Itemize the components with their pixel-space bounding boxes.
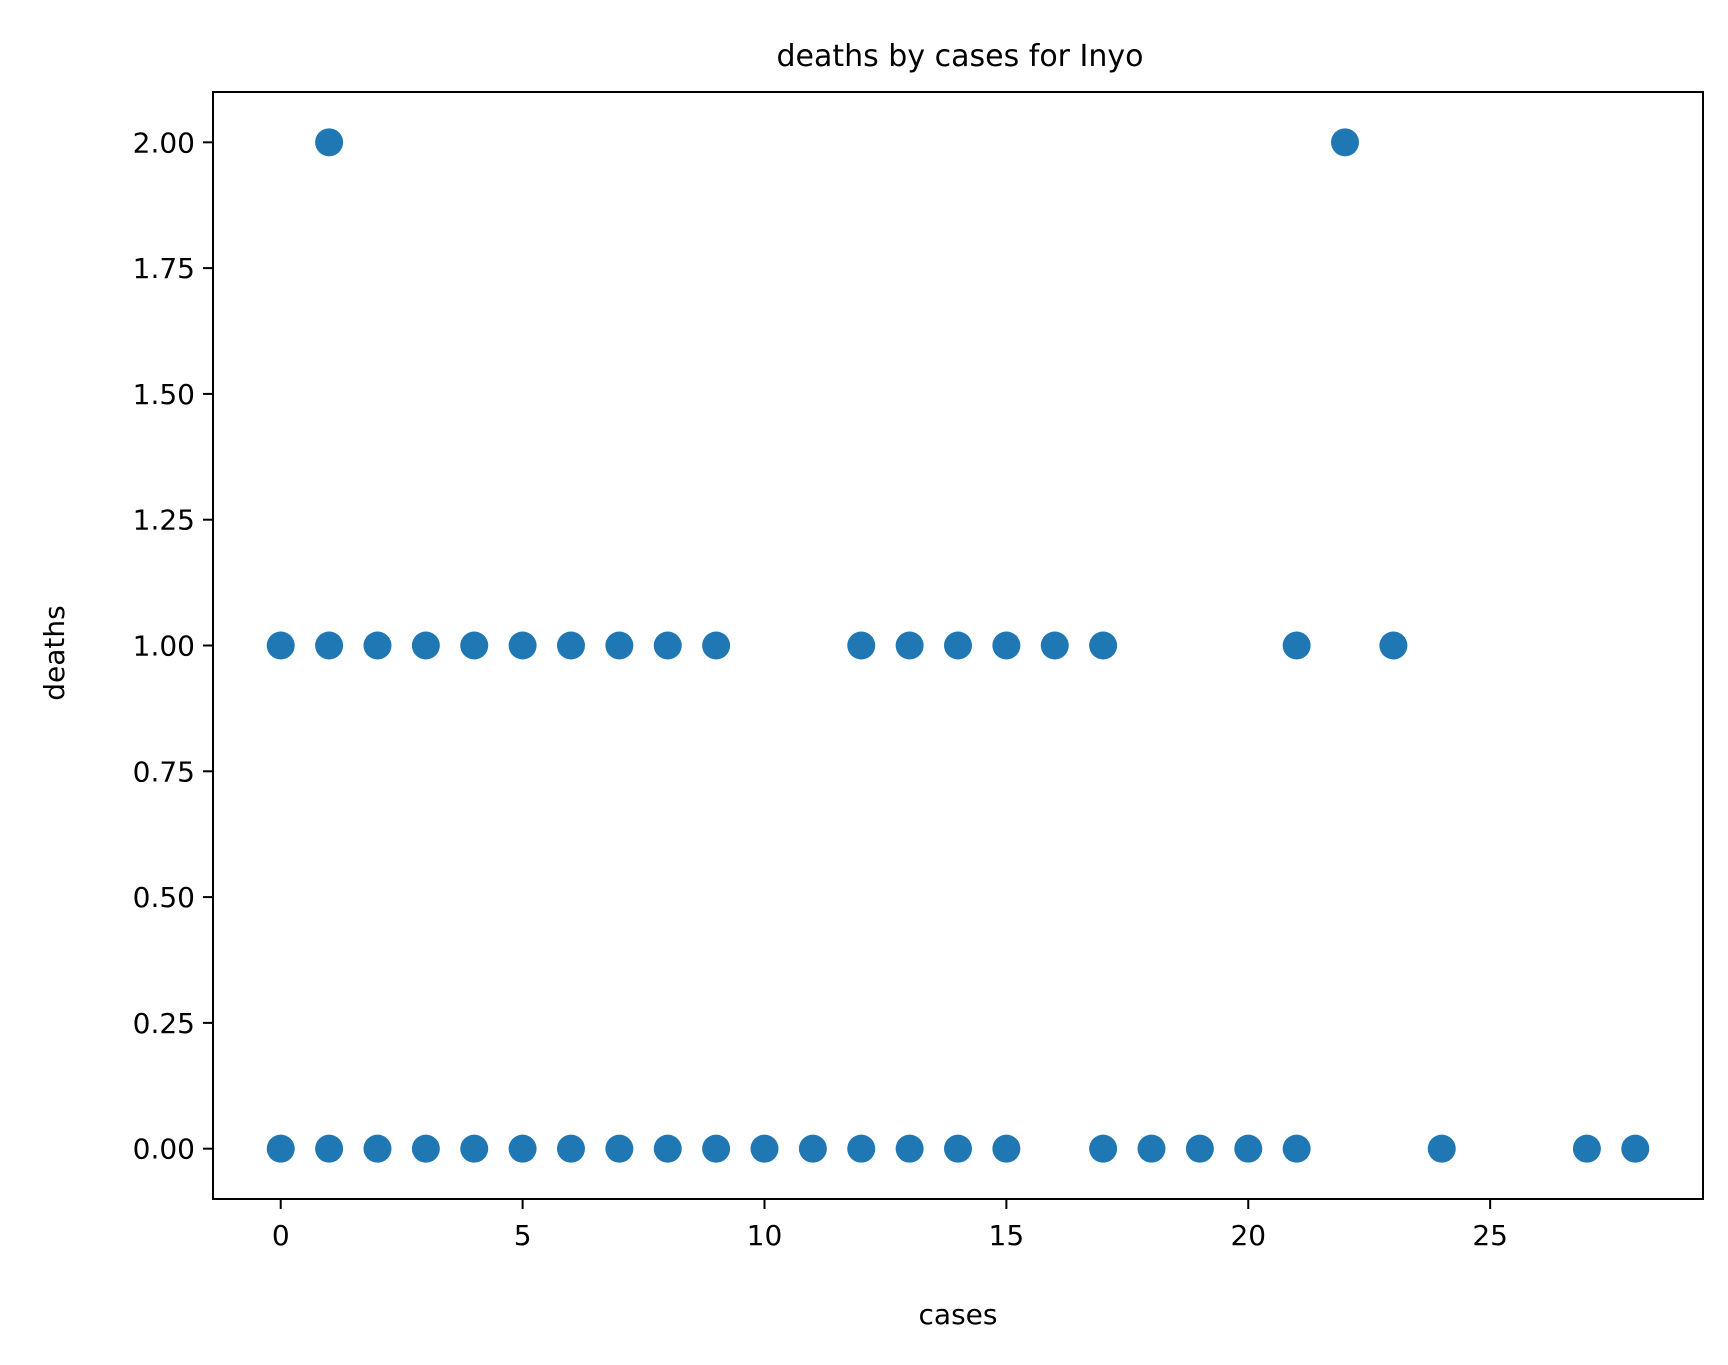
data-point: [1089, 631, 1118, 660]
data-point: [556, 631, 585, 660]
data-point: [605, 631, 634, 660]
y-tick-label: 1.50: [133, 378, 195, 411]
data-point: [847, 1134, 876, 1163]
data-point: [798, 1134, 827, 1163]
data-point: [750, 1134, 779, 1163]
y-tick-label: 0.25: [133, 1007, 195, 1040]
data-point: [847, 631, 876, 660]
data-point: [266, 631, 295, 660]
x-tick-label: 25: [1472, 1219, 1508, 1252]
data-point: [266, 1134, 295, 1163]
y-axis-ticks: 0.00 0.25 0.50 0.75 1.00 1.25 1.50 1.75 2.00: [133, 126, 213, 1166]
y-tick-label: 1.75: [133, 252, 195, 285]
data-point: [605, 1134, 634, 1163]
data-point: [702, 631, 731, 660]
x-tick-label: 0: [272, 1219, 290, 1252]
data-point: [895, 1134, 924, 1163]
x-axis-label: cases: [919, 1298, 998, 1331]
data-point: [653, 1134, 682, 1163]
data-point: [508, 631, 537, 660]
x-tick-label: 15: [989, 1219, 1025, 1252]
plot-frame: [212, 91, 1704, 1200]
y-tick-label: 1.00: [133, 630, 195, 663]
data-point: [315, 631, 344, 660]
data-point: [315, 1134, 344, 1163]
data-point: [1427, 1134, 1456, 1163]
y-tick-label: 0.00: [133, 1133, 195, 1166]
data-point: [1137, 1134, 1166, 1163]
data-point: [992, 631, 1021, 660]
data-point: [411, 631, 440, 660]
data-point: [944, 1134, 972, 1163]
data-point: [944, 631, 972, 660]
x-tick-label: 5: [514, 1219, 532, 1252]
data-point: [1621, 1134, 1650, 1163]
data-point: [556, 1134, 585, 1163]
y-tick-label: 0.50: [133, 881, 195, 914]
data-point: [1572, 1134, 1601, 1163]
data-point: [460, 1134, 489, 1163]
data-point: [1040, 631, 1069, 660]
data-points: [266, 128, 1650, 1163]
data-point: [363, 1134, 392, 1163]
data-point: [1331, 128, 1360, 157]
x-axis-ticks: 0 5 10 15 20 25: [272, 1199, 1508, 1252]
data-point: [1234, 1134, 1263, 1163]
data-point: [653, 631, 682, 660]
data-point: [1379, 631, 1408, 660]
data-point: [1185, 1134, 1214, 1163]
data-point: [1089, 1134, 1118, 1163]
data-point: [992, 1134, 1021, 1163]
y-axis-label: deaths: [38, 605, 71, 700]
data-point: [895, 631, 924, 660]
data-point: [315, 128, 344, 157]
data-point: [411, 1134, 440, 1163]
y-tick-label: 2.00: [133, 126, 195, 159]
x-tick-label: 20: [1230, 1219, 1266, 1252]
data-point: [702, 1134, 731, 1163]
data-point: [460, 631, 489, 660]
data-point: [508, 1134, 537, 1163]
x-tick-label: 10: [747, 1219, 783, 1252]
data-point: [1282, 631, 1311, 660]
data-point: [363, 631, 392, 660]
y-tick-label: 1.25: [133, 504, 195, 537]
y-tick-label: 0.75: [133, 755, 195, 788]
data-point: [1282, 1134, 1311, 1163]
chart-title: deaths by cases for Inyo: [776, 39, 1143, 74]
